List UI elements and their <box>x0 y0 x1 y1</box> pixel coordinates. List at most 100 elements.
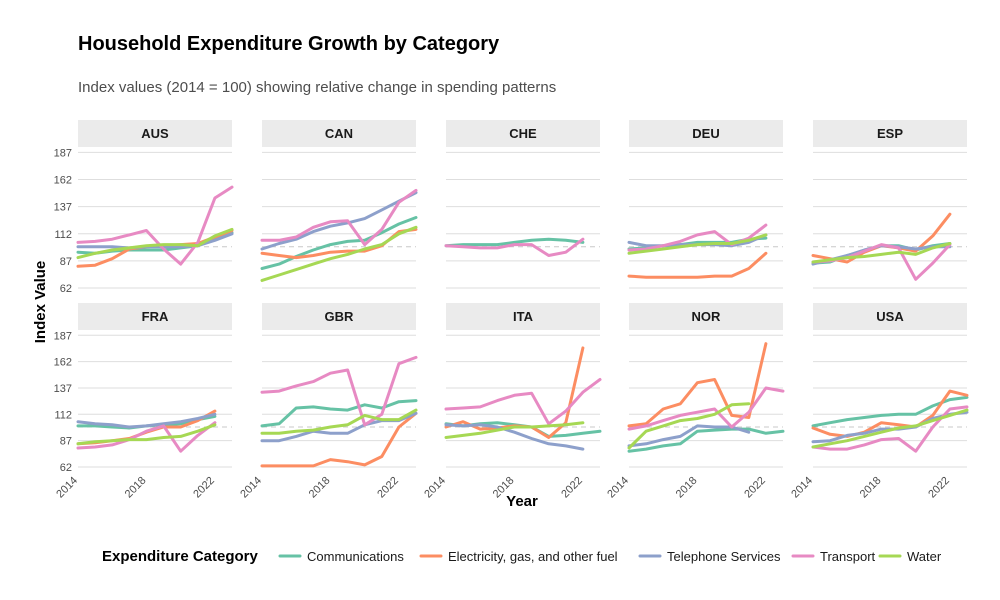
strip-label-che: CHE <box>509 126 537 141</box>
panel-can: CAN <box>260 120 418 289</box>
strip-gbr <box>262 303 416 330</box>
x-tick-label: 2014 <box>54 475 80 501</box>
y-tick-label: 137 <box>54 383 72 395</box>
legend-label-transport: Transport <box>820 549 876 564</box>
strip-esp <box>813 120 967 147</box>
series-line-water-aus <box>76 227 234 260</box>
legend-label-water: Water <box>907 549 942 564</box>
series-line-transport-can <box>260 188 418 247</box>
series-line-communications-gbr <box>260 399 418 428</box>
series-line-water-nor <box>627 402 751 450</box>
x-tick-label: 2014 <box>605 475 631 501</box>
series-line-transport-nor <box>627 386 785 431</box>
series-line-water-deu <box>627 233 768 255</box>
legend-label-telephone-services: Telephone Services <box>667 549 781 564</box>
strip-deu <box>629 120 783 147</box>
panel-nor: NOR 2014 2018 2022 <box>605 303 785 501</box>
strip-label-usa: USA <box>876 309 904 324</box>
series-line-water-fra <box>76 423 217 446</box>
x-tick-label: 2018 <box>858 475 884 501</box>
y-tick-label: 162 <box>54 357 72 369</box>
legend-item-water: Water <box>878 549 942 564</box>
series-line-water-esp <box>811 242 952 264</box>
series-line-telephone-services-ita <box>444 423 585 451</box>
strip-label-esp: ESP <box>877 126 903 141</box>
series-line-transport-fra <box>76 421 217 453</box>
series-line-communications-nor <box>627 427 785 453</box>
strip-che <box>446 120 600 147</box>
legend-label-electricity-gas-and-other-fuel: Electricity, gas, and other fuel <box>448 549 618 564</box>
panel-fra: FRA 62 87 112 137 162 187 2014 2018 2022 <box>54 303 232 500</box>
series-line-water-ita <box>444 421 585 439</box>
x-tick-label: 2014 <box>422 475 448 501</box>
legend-item-transport: Transport <box>791 549 876 564</box>
series-line-water-gbr <box>260 408 418 435</box>
series-line-telephone-services-nor <box>627 424 751 448</box>
x-tick-label: 2022 <box>559 475 585 501</box>
strip-fra <box>78 303 232 330</box>
series-line-transport-aus <box>76 185 234 266</box>
series-line-telephone-services-fra <box>76 412 217 429</box>
x-tick-label: 2022 <box>926 475 952 501</box>
strip-ita <box>446 303 600 330</box>
series-line-transport-ita <box>444 378 602 426</box>
legend-title: Expenditure Category <box>102 548 259 565</box>
series-line-electricity-gas-and-other-fuel-gbr <box>260 411 418 468</box>
series-line-communications-can <box>260 216 418 270</box>
x-tick-label: 2022 <box>742 475 768 501</box>
legend: Expenditure Category Communications Elect… <box>102 548 942 565</box>
series-line-electricity-gas-and-other-fuel-usa <box>811 389 969 438</box>
strip-label-nor: NOR <box>692 309 722 324</box>
strip-label-gbr: GBR <box>325 309 355 324</box>
series-line-water-can <box>260 225 418 282</box>
panel-usa: USA 2014 2018 2022 <box>789 303 969 501</box>
x-tick-label: 2022 <box>191 475 217 501</box>
panel-che: CHE <box>444 120 600 289</box>
y-axis-title: Index Value <box>32 261 49 344</box>
series-line-transport-che <box>444 237 585 257</box>
y-tick-label: 87 <box>60 436 72 448</box>
x-tick-label: 2022 <box>375 475 401 501</box>
legend-item-communications: Communications <box>278 549 404 564</box>
y-tick-label: 112 <box>54 409 72 421</box>
y-tick-label: 162 <box>54 175 72 187</box>
y-tick-label: 62 <box>60 283 72 295</box>
legend-item-electricity-gas-and-other-fuel: Electricity, gas, and other fuel <box>419 549 618 564</box>
y-tick-label: 87 <box>60 256 72 268</box>
x-tick-label: 2018 <box>307 475 333 501</box>
legend-item-telephone-services: Telephone Services <box>638 549 781 564</box>
series-line-transport-gbr <box>260 355 418 427</box>
chart-title: Household Expenditure Growth by Category <box>78 33 500 55</box>
y-tick-label: 187 <box>54 147 72 159</box>
series-line-water-usa <box>811 408 969 449</box>
strip-aus <box>78 120 232 147</box>
y-tick-label: 137 <box>54 202 72 214</box>
series-line-telephone-services-can <box>260 191 418 251</box>
x-axis-title: Year <box>506 493 538 510</box>
series-line-electricity-gas-and-other-fuel-deu <box>627 251 768 279</box>
x-tick-label: 2014 <box>789 475 815 501</box>
series-line-communications-che <box>444 237 585 248</box>
y-tick-label: 112 <box>54 229 72 241</box>
x-tick-label: 2014 <box>238 475 264 501</box>
strip-can <box>262 120 416 147</box>
x-tick-label: 2018 <box>674 475 700 501</box>
panel-aus: AUS 62 87 112 137 162 187 <box>54 120 234 295</box>
chart-subtitle: Index values (2014 = 100) showing relati… <box>78 79 556 96</box>
legend-label-communications: Communications <box>307 549 404 564</box>
panel-esp: ESP <box>811 120 967 289</box>
panels-group: AUS 62 87 112 137 162 187 CAN CHE DEU ESP FRA 62 87 11… <box>54 120 969 501</box>
series-line-telephone-services-aus <box>76 232 234 250</box>
strip-label-can: CAN <box>325 126 353 141</box>
strip-nor <box>629 303 783 330</box>
strip-label-fra: FRA <box>142 309 169 324</box>
strip-label-deu: DEU <box>692 126 719 141</box>
panel-gbr: GBR 2014 2018 2022 <box>238 303 418 501</box>
strip-usa <box>813 303 967 330</box>
y-tick-label: 187 <box>54 330 72 342</box>
strip-label-aus: AUS <box>141 126 169 141</box>
strip-label-ita: ITA <box>513 309 534 324</box>
